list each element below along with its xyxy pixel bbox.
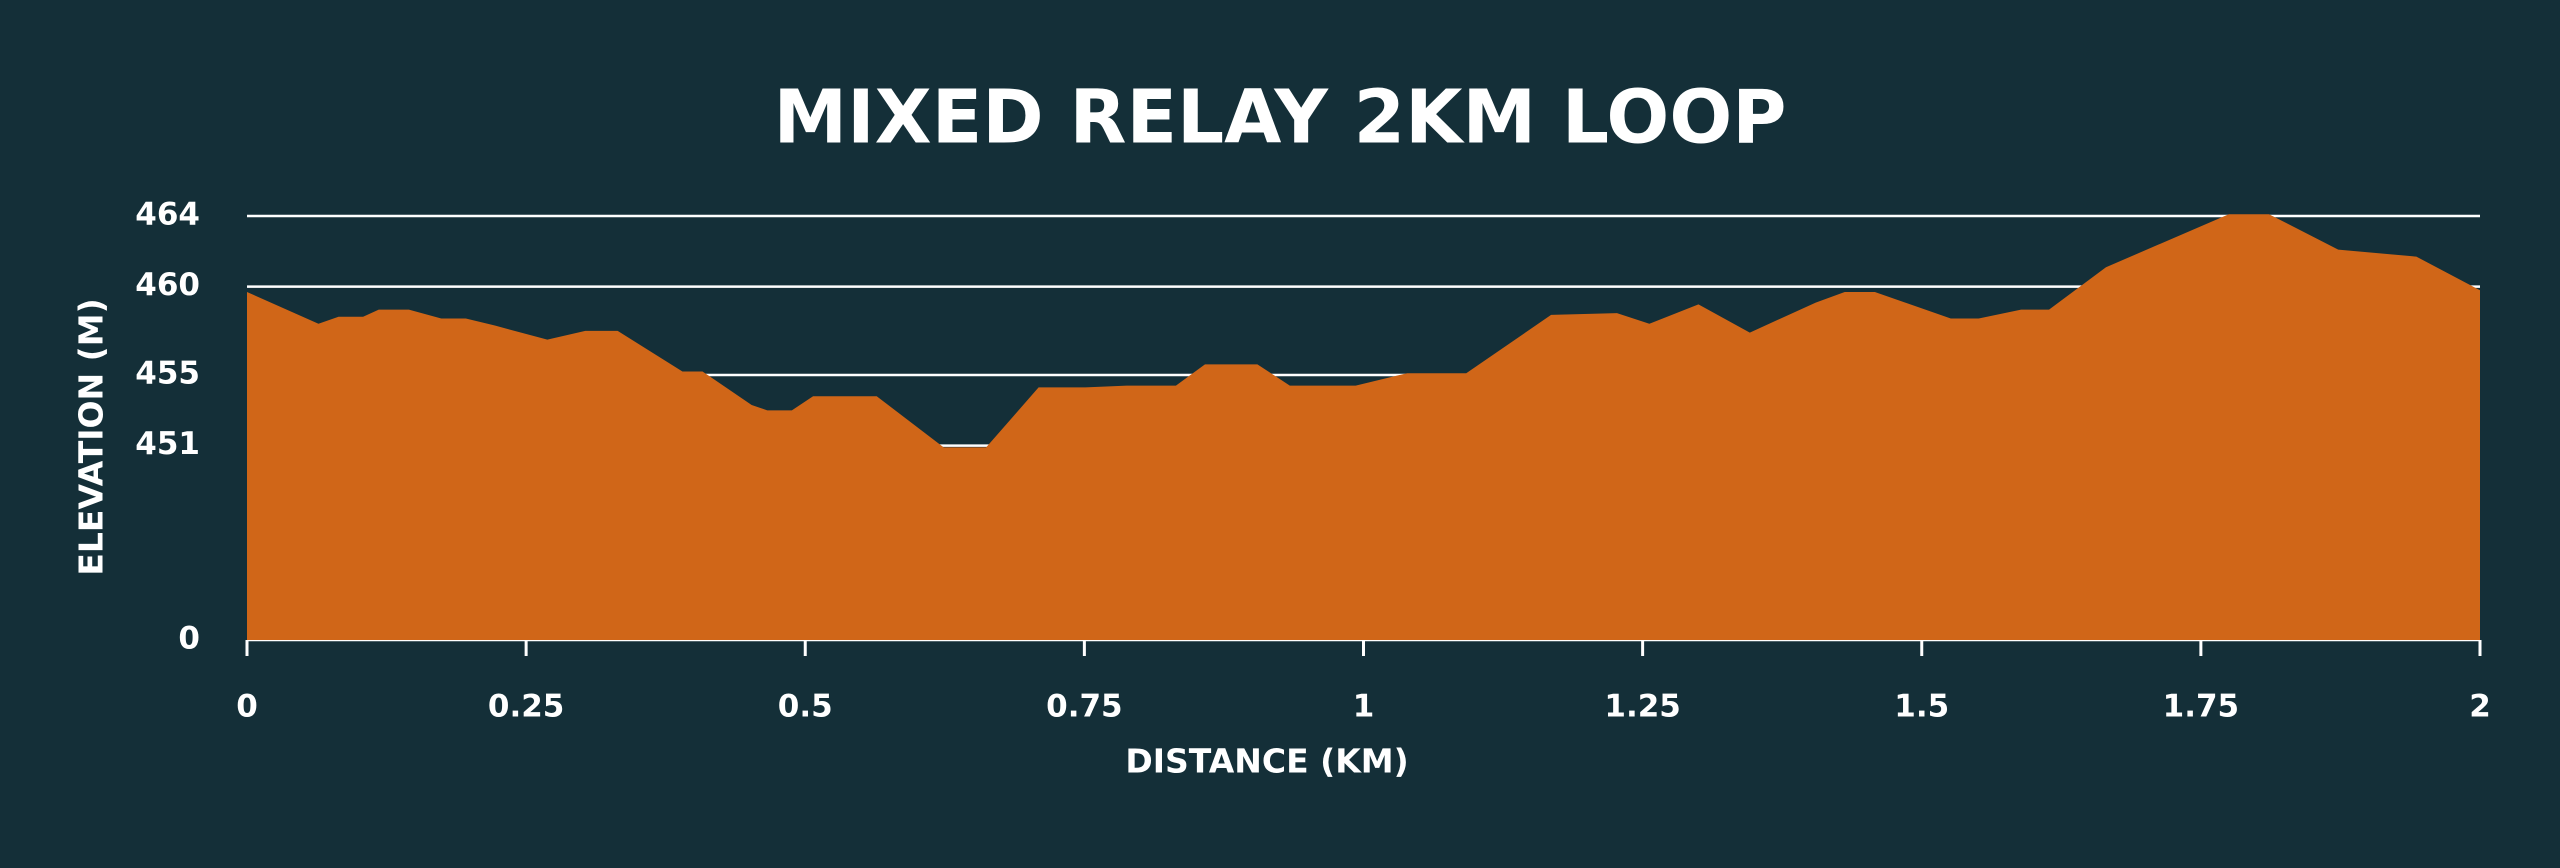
x-tick-label: 0.25 bbox=[488, 689, 565, 725]
chart-title: MIXED RELAY 2KM LOOP bbox=[774, 75, 1787, 161]
x-tick-label: 1.25 bbox=[1604, 689, 1681, 725]
x-tick-label: 0.5 bbox=[778, 689, 833, 725]
y-tick-label: 464 bbox=[135, 197, 200, 233]
x-tick-label: 0.75 bbox=[1046, 689, 1123, 725]
y-tick-label: 451 bbox=[135, 426, 200, 462]
y-tick-label: 455 bbox=[135, 356, 200, 392]
x-tick-label: 0 bbox=[236, 689, 258, 725]
x-tick-label: 2 bbox=[2469, 689, 2491, 725]
x-tick-label: 1.5 bbox=[1894, 689, 1949, 725]
y-tick-label: 0 bbox=[178, 621, 200, 657]
y-axis-title: ELEVATION (M) bbox=[72, 298, 111, 575]
elevation-area bbox=[247, 214, 2480, 640]
x-tick-label: 1.75 bbox=[2163, 689, 2240, 725]
y-tick-label: 460 bbox=[135, 267, 200, 303]
x-tick-label: 1 bbox=[1353, 689, 1375, 725]
x-axis-title: DISTANCE (KM) bbox=[1125, 742, 1408, 781]
